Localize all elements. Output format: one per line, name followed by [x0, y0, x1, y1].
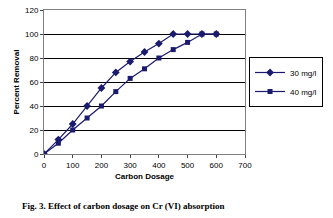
svg-text:0: 0	[34, 150, 39, 159]
svg-text:200: 200	[95, 161, 109, 170]
svg-text:Carbon Dosage: Carbon Dosage	[115, 172, 175, 181]
svg-text:120: 120	[25, 6, 39, 15]
svg-text:300: 300	[123, 161, 137, 170]
svg-text:60: 60	[29, 78, 38, 87]
svg-text:20: 20	[29, 126, 38, 135]
svg-text:600: 600	[210, 161, 224, 170]
svg-text:0: 0	[42, 161, 47, 170]
svg-text:400: 400	[152, 161, 166, 170]
svg-text:40: 40	[29, 102, 38, 111]
svg-text:Percent Removal: Percent Removal	[12, 50, 21, 115]
svg-text:500: 500	[181, 161, 195, 170]
svg-text:30 mg/l: 30 mg/l	[290, 69, 316, 78]
svg-text:100: 100	[25, 30, 39, 39]
svg-text:80: 80	[29, 54, 38, 63]
svg-text:40 mg/l: 40 mg/l	[290, 88, 316, 97]
svg-text:700: 700	[238, 161, 252, 170]
svg-text:Fig. 3. Effect of carbon dosag: Fig. 3. Effect of carbon dosage on Cr (V…	[22, 201, 225, 211]
svg-text:100: 100	[66, 161, 80, 170]
